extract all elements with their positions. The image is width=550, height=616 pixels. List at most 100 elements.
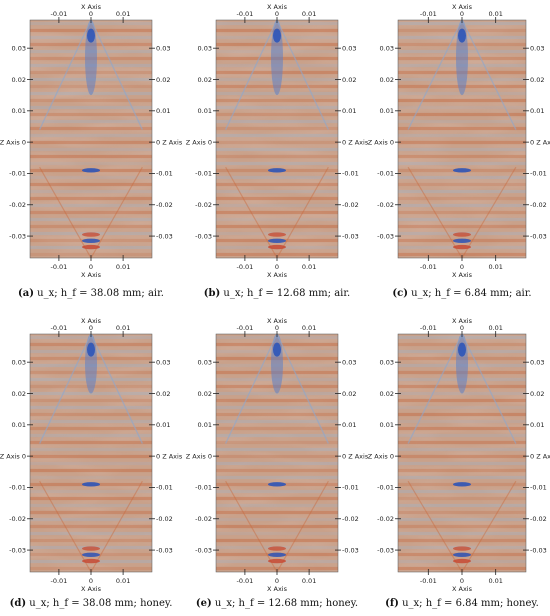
cone-line bbox=[90, 334, 144, 444]
band-negative bbox=[30, 217, 152, 222]
band-positive bbox=[398, 398, 526, 403]
x-tick-label-bottom: 0.01 bbox=[302, 577, 316, 585]
band-negative bbox=[30, 517, 152, 522]
panel-label: (c) bbox=[392, 288, 408, 299]
band-negative bbox=[398, 175, 526, 180]
cone-line bbox=[90, 166, 143, 258]
band-positive bbox=[216, 210, 338, 215]
band-positive bbox=[216, 440, 338, 445]
z-tick-label-left: 0.01 bbox=[12, 421, 26, 429]
band-positive bbox=[30, 112, 152, 117]
band-negative bbox=[398, 475, 526, 480]
z-tick-label-right: 0.02 bbox=[530, 76, 544, 84]
focal-spot bbox=[268, 238, 286, 243]
x-tick-label-bottom: 0.01 bbox=[116, 263, 130, 271]
band-negative bbox=[216, 517, 338, 522]
beam-hotspot bbox=[87, 28, 95, 43]
band-negative bbox=[30, 405, 152, 410]
cone-line bbox=[38, 20, 92, 130]
band-positive bbox=[398, 538, 526, 543]
x-axis-title-bottom: X Axis bbox=[267, 585, 288, 593]
z-tick-label-left: 0.02 bbox=[380, 76, 394, 84]
panel-label: (f) bbox=[385, 598, 399, 609]
band-negative bbox=[216, 189, 338, 194]
cone-line bbox=[407, 334, 463, 444]
band-negative bbox=[216, 433, 338, 438]
z-tick-label-left: 0.02 bbox=[12, 76, 26, 84]
z-tick-label-right: 0.03 bbox=[156, 358, 170, 366]
z-tick-label-left: -0.01 bbox=[377, 170, 394, 178]
band-positive bbox=[216, 538, 338, 543]
x-axis-title-bottom: X Axis bbox=[267, 271, 288, 279]
x-tick-label-bottom: -0.01 bbox=[420, 577, 437, 585]
band-positive bbox=[30, 210, 152, 215]
panel-caption-text: u_x; h_f = 6.84 mm; air. bbox=[411, 288, 532, 299]
z-tick-label-right: -0.03 bbox=[342, 232, 359, 240]
band-negative bbox=[216, 405, 338, 410]
z-tick-label-left: 0.03 bbox=[12, 358, 26, 366]
band-negative bbox=[398, 517, 526, 522]
band-positive bbox=[398, 412, 526, 417]
band-negative bbox=[30, 189, 152, 194]
band-positive bbox=[398, 510, 526, 515]
panel-caption-text: u_x; h_f = 6.84 mm; honey. bbox=[402, 598, 539, 609]
band-positive bbox=[30, 538, 152, 543]
focal-spot bbox=[268, 232, 286, 237]
cone-line bbox=[276, 480, 329, 572]
band-positive bbox=[30, 524, 152, 529]
band-positive bbox=[398, 154, 526, 159]
band-positive bbox=[398, 182, 526, 187]
cone-line bbox=[39, 480, 92, 572]
z-tick-label-left: -0.01 bbox=[195, 170, 212, 178]
band-negative bbox=[30, 161, 152, 166]
x-tick-label-bottom: 0 bbox=[460, 577, 464, 585]
band-positive bbox=[398, 426, 526, 431]
z-tick-label-left: -0.02 bbox=[9, 515, 26, 523]
x-tick-label-top: 0 bbox=[89, 324, 93, 332]
band-negative bbox=[30, 447, 152, 452]
z-tick-label-left: -0.03 bbox=[377, 232, 394, 240]
band-positive bbox=[398, 112, 526, 117]
panel-label: (a) bbox=[18, 288, 34, 299]
band-positive bbox=[216, 524, 338, 529]
panel-caption: (a) u_x; h_f = 38.08 mm; air. bbox=[1, 288, 181, 299]
band-positive bbox=[216, 196, 338, 201]
field-pattern bbox=[398, 334, 526, 572]
z-tick-label-right: 0.02 bbox=[156, 76, 170, 84]
band-negative bbox=[398, 419, 526, 424]
x-tick-label-top: 0.01 bbox=[302, 324, 316, 332]
z-tick-label-right: 0 Z Axis bbox=[156, 138, 183, 146]
panel-caption-text: u_x; h_f = 12.68 mm; air. bbox=[223, 288, 351, 299]
z-tick-label-left: -0.03 bbox=[9, 232, 26, 240]
z-tick-label-right: 0.03 bbox=[530, 358, 544, 366]
band-negative bbox=[216, 419, 338, 424]
z-tick-label-right: 0.01 bbox=[342, 107, 356, 115]
band-positive bbox=[216, 454, 338, 459]
z-tick-label-left: -0.01 bbox=[377, 484, 394, 492]
cone-line bbox=[38, 334, 92, 444]
z-tick-label-right: 0.02 bbox=[156, 390, 170, 398]
x-axis-title-top: X Axis bbox=[267, 3, 288, 11]
x-axis-title-bottom: X Axis bbox=[81, 585, 102, 593]
panel-b: -0.01 -0.01 0 0 0.01 0.01 X Axis X Axis 0.03 0.03… bbox=[186, 3, 369, 279]
panel-caption: (d) u_x; h_f = 38.08 mm; honey. bbox=[1, 598, 181, 609]
field-pattern bbox=[30, 334, 152, 572]
focal-spot bbox=[268, 546, 286, 551]
z-tick-label-left: -0.02 bbox=[377, 515, 394, 523]
field-pattern bbox=[398, 20, 526, 258]
z-tick-label-right: 0 Z Axis bbox=[530, 452, 550, 460]
band-positive bbox=[30, 140, 152, 145]
x-tick-label-bottom: 0 bbox=[460, 263, 464, 271]
x-tick-label-bottom: 0.01 bbox=[488, 577, 502, 585]
cone-line bbox=[407, 480, 463, 572]
band-positive bbox=[216, 398, 338, 403]
band-positive bbox=[30, 154, 152, 159]
x-tick-label-top: 0 bbox=[460, 324, 464, 332]
z-tick-label-right: 0.01 bbox=[156, 107, 170, 115]
x-tick-label-top: 0.01 bbox=[488, 10, 502, 18]
z-tick-label-left: 0.01 bbox=[380, 421, 394, 429]
band-negative bbox=[398, 217, 526, 222]
band-positive bbox=[216, 426, 338, 431]
z-tick-label-right: -0.01 bbox=[530, 484, 547, 492]
band-positive bbox=[398, 468, 526, 473]
